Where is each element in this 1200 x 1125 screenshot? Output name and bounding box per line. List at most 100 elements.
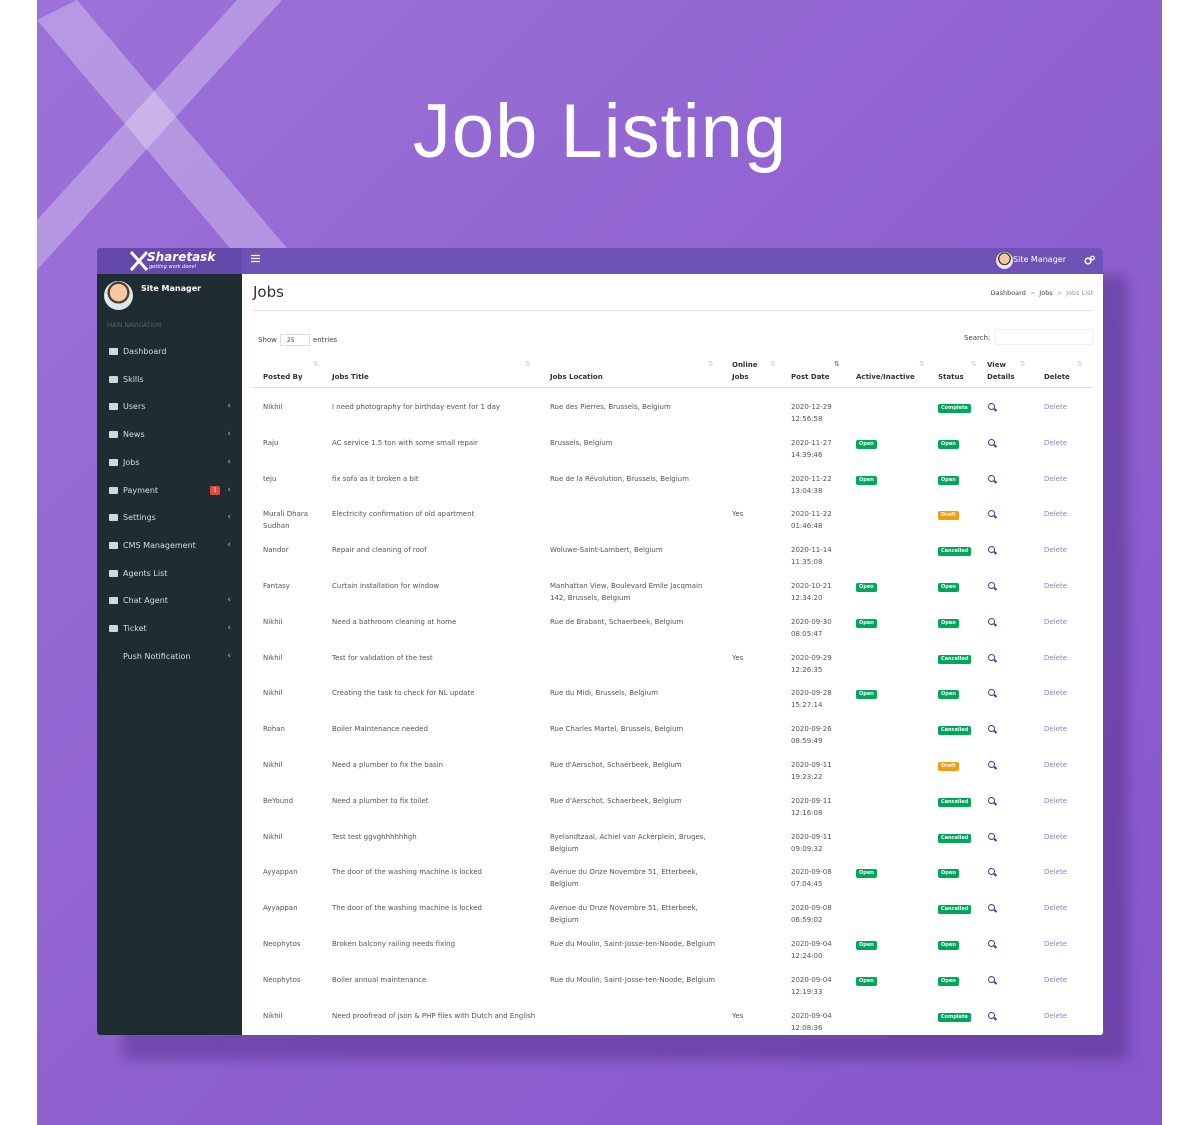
nav-item[interactable]: Ticket ‹ xyxy=(97,619,242,639)
nav-item[interactable]: News ‹ xyxy=(97,425,242,445)
column-header[interactable]: Jobs Title xyxy=(332,373,369,381)
table-cell: Delete xyxy=(1044,652,1089,664)
view-icon[interactable] xyxy=(988,940,995,947)
sort-icon[interactable]: ⇅ xyxy=(919,360,925,368)
nav-item[interactable]: Users ‹ xyxy=(97,397,242,417)
delete-link[interactable]: Delete xyxy=(1044,689,1067,698)
delete-link[interactable]: Delete xyxy=(1044,582,1067,590)
breadcrumb: Dashboard > Jobs > Jobs List xyxy=(990,289,1093,297)
view-icon[interactable] xyxy=(988,725,995,733)
nav-item[interactable]: Push Notification ‹ xyxy=(97,647,242,667)
breadcrumb-item[interactable]: Dashboard xyxy=(990,289,1026,297)
column-header[interactable]: Posted By xyxy=(263,373,303,381)
table-cell: BeYound xyxy=(263,796,294,805)
view-icon[interactable] xyxy=(988,474,995,482)
table-cell: 2020-09-08 06:59:02 xyxy=(791,904,832,925)
view-icon[interactable] xyxy=(988,832,995,840)
logo-mark xyxy=(129,251,149,271)
column-header[interactable]: Online Jobs xyxy=(732,361,758,381)
view-icon[interactable] xyxy=(988,868,995,876)
delete-link[interactable]: Delete xyxy=(1044,474,1067,483)
nav-item[interactable]: Jobs ‹ xyxy=(97,453,242,473)
table-cell: 2020-09-04 12:19:33 xyxy=(791,975,832,996)
menu-toggle[interactable] xyxy=(251,254,260,263)
sort-icon[interactable]: ⇅ xyxy=(1077,360,1083,368)
delete-link[interactable]: Delete xyxy=(1044,868,1067,877)
delete-link[interactable]: Delete xyxy=(1044,904,1067,913)
sort-icon[interactable]: ⇅ xyxy=(525,360,531,368)
table-cell: Rue du Midi, Brussels, Belgium xyxy=(550,689,658,698)
sort-icon[interactable]: ⇅ xyxy=(313,360,319,368)
view-icon[interactable] xyxy=(988,975,995,983)
user-menu[interactable]: Site Manager xyxy=(1013,255,1066,264)
view-icon[interactable] xyxy=(988,546,995,554)
delete-link[interactable]: Delete xyxy=(1044,403,1067,411)
sort-icon[interactable]: ⇅ xyxy=(770,360,776,368)
nav-label: Dashboard xyxy=(123,347,167,356)
nav-label: Payment xyxy=(123,485,159,495)
table-cell: Brussels, Belgium xyxy=(550,438,613,447)
view-icon[interactable] xyxy=(988,904,995,912)
nav-item[interactable]: Agents List xyxy=(97,564,242,584)
view-icon[interactable] xyxy=(988,403,995,410)
table-cell: Need a plumber to fix the basin xyxy=(332,761,444,769)
nav-item[interactable]: Chat Agent ‹ xyxy=(97,591,242,611)
status-badge: Open xyxy=(938,690,959,700)
column-header[interactable]: Jobs Location xyxy=(550,373,603,381)
nav-item[interactable]: Dashboard xyxy=(97,342,242,362)
top-bar: Sharetask getting work done! Site Manage… xyxy=(97,248,1103,274)
view-icon[interactable] xyxy=(988,582,995,589)
sort-icon[interactable]: ⇅ xyxy=(834,360,840,368)
view-icon[interactable] xyxy=(988,761,995,768)
delete-link[interactable]: Delete xyxy=(1044,510,1067,519)
sort-icon[interactable]: ⇅ xyxy=(1020,360,1026,368)
delete-link[interactable]: Delete xyxy=(1044,546,1067,555)
nav-icon xyxy=(109,569,118,577)
sort-icon[interactable]: ⇅ xyxy=(708,360,714,368)
page-size-select[interactable]: 25 xyxy=(279,334,310,346)
delete-link[interactable]: Delete xyxy=(1044,725,1067,734)
table-cell: Open xyxy=(856,866,931,879)
column-header[interactable]: View Details xyxy=(987,361,1015,381)
column-header[interactable]: Delete xyxy=(1044,373,1070,381)
status-badge: Cancelled xyxy=(938,547,972,557)
breadcrumb-item: Jobs List xyxy=(1066,289,1093,297)
table-cell: Open xyxy=(856,938,931,950)
column-header[interactable]: Post Date xyxy=(791,373,830,381)
view-icon[interactable] xyxy=(988,510,995,518)
settings-icon[interactable] xyxy=(1084,255,1095,266)
logo[interactable]: Sharetask getting work done! xyxy=(97,248,242,274)
sort-icon[interactable]: ⇅ xyxy=(971,360,977,368)
delete-link[interactable]: Delete xyxy=(1044,940,1067,948)
delete-link[interactable]: Delete xyxy=(1044,796,1067,805)
breadcrumb-item[interactable]: Jobs xyxy=(1039,289,1053,297)
view-icon[interactable] xyxy=(988,653,995,661)
column-header[interactable]: Status xyxy=(938,373,964,381)
table-cell: Cancelled xyxy=(938,723,983,736)
table-row: Nikhil Need a plumber to fix the basin Rue… xyxy=(253,756,1093,792)
delete-link[interactable]: Delete xyxy=(1044,653,1067,662)
view-icon[interactable] xyxy=(988,689,995,697)
delete-link[interactable]: Delete xyxy=(1044,975,1067,984)
table-cell: Creating the task to check for NL update xyxy=(332,689,475,698)
column-header[interactable]: Active/Inactive xyxy=(856,373,915,381)
nav-item[interactable]: CMS Management ‹ xyxy=(97,536,242,556)
delete-link[interactable]: Delete xyxy=(1044,832,1067,841)
view-icon[interactable] xyxy=(988,796,995,804)
delete-link[interactable]: Delete xyxy=(1044,438,1067,447)
table-cell: Yes xyxy=(732,1011,744,1020)
nav-item[interactable]: Skills xyxy=(97,370,242,390)
table-cell: Need a plumber to fix toilet xyxy=(332,796,429,805)
nav-item[interactable]: Payment 1 ‹ xyxy=(97,481,242,501)
delete-link[interactable]: Delete xyxy=(1044,617,1067,626)
table-cell: Nikhil xyxy=(263,617,283,626)
search-input[interactable] xyxy=(995,329,1093,345)
nav-item[interactable]: Settings ‹ xyxy=(97,508,242,528)
view-icon[interactable] xyxy=(988,438,995,446)
nav-section: MAIN NAVIGATION xyxy=(107,322,162,329)
view-icon[interactable] xyxy=(988,1011,995,1019)
delete-link[interactable]: Delete xyxy=(1044,761,1067,769)
delete-link[interactable]: Delete xyxy=(1044,1011,1067,1020)
table-cell: 2020-11-14 11:35:08 xyxy=(791,546,832,567)
view-icon[interactable] xyxy=(988,617,995,625)
